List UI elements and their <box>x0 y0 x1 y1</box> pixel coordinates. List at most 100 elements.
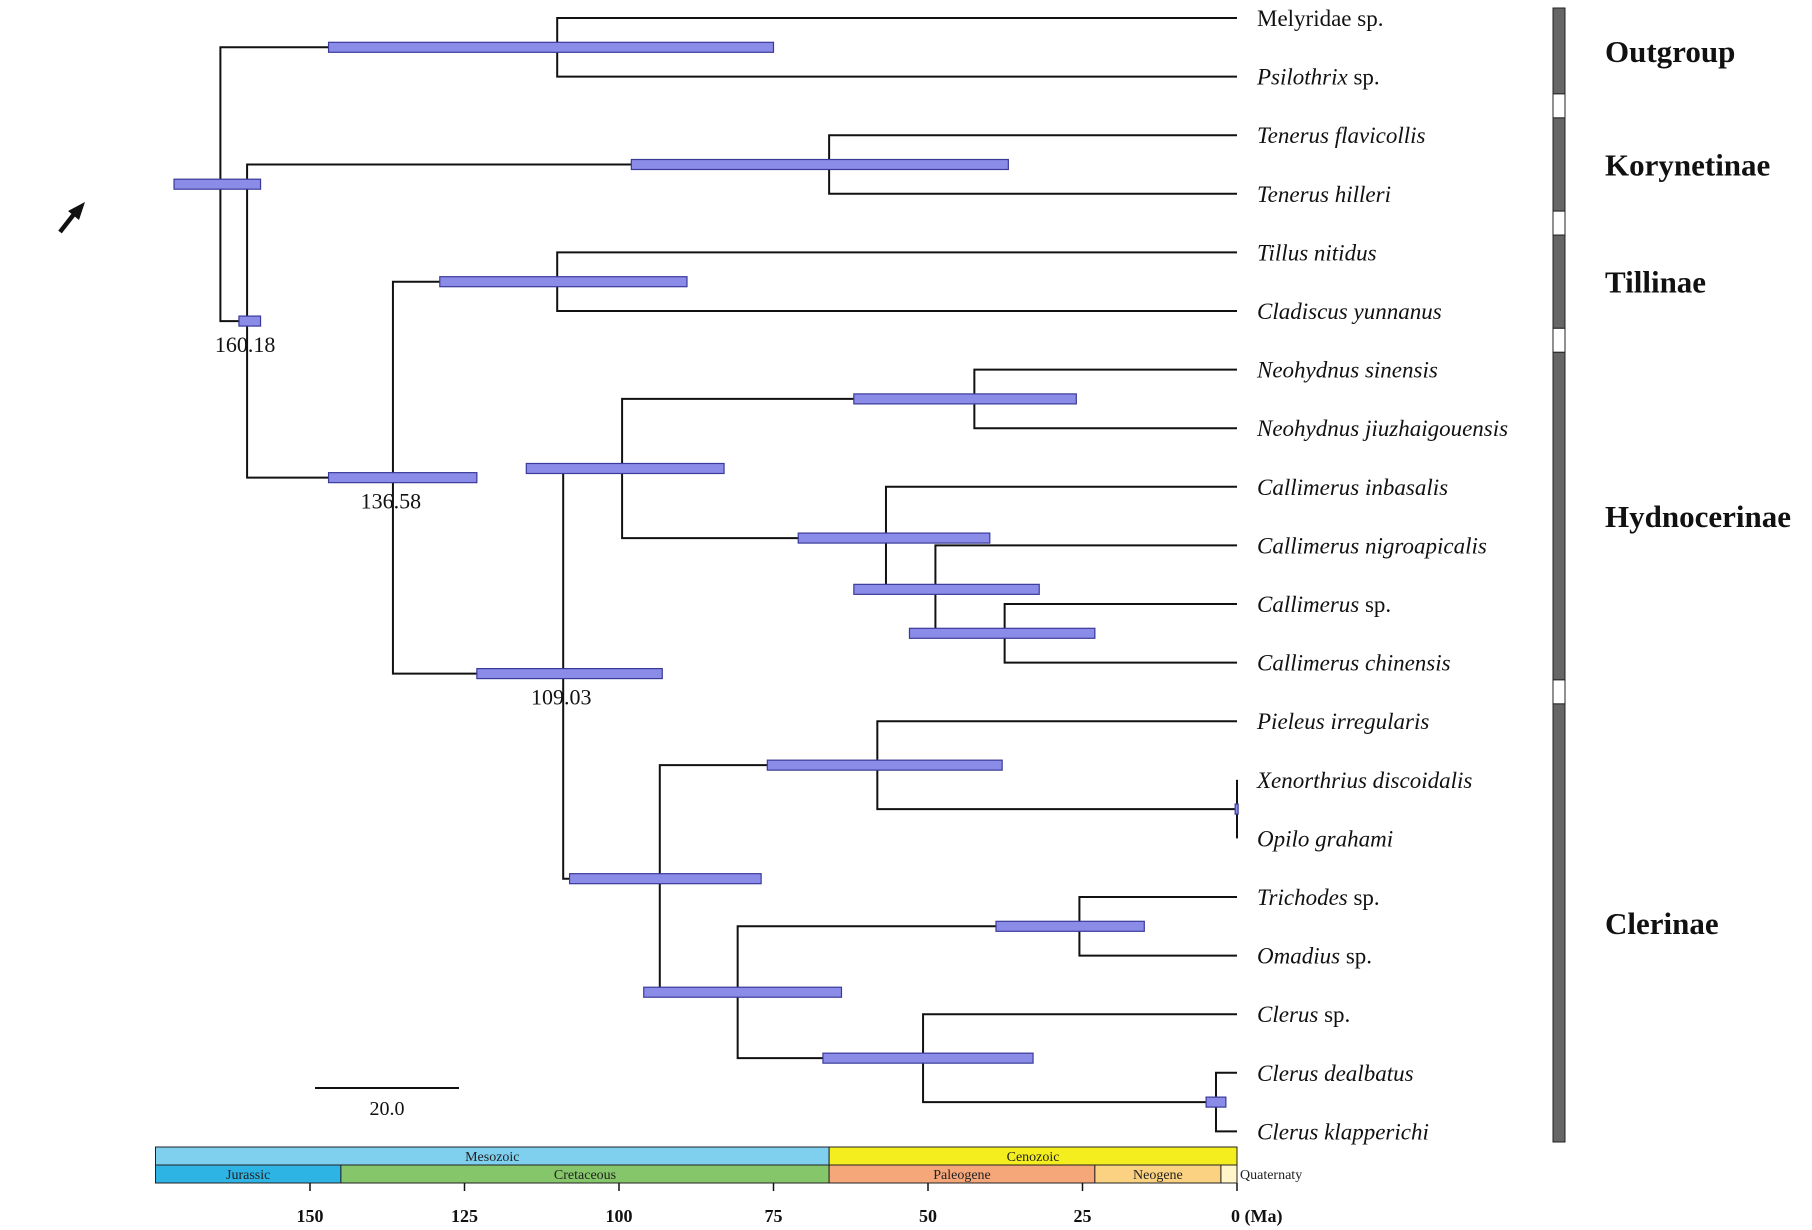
branch-n81-1 <box>736 992 924 1060</box>
node-age-label: 109.03 <box>531 685 592 710</box>
scale-bar-label: 20.0 <box>370 1098 405 1120</box>
branch-n109-0 <box>562 467 623 674</box>
taxon-label: Tillus nitidus <box>1257 240 1377 265</box>
root-arrow-icon <box>58 202 85 234</box>
taxon-genus: Clerus <box>1257 1119 1324 1144</box>
clade-bar <box>1552 7 1566 95</box>
taxon-epithet: sp. <box>1365 592 1391 617</box>
geologic-timescale: Mesozoic Cenozoic Jurassic Cretaceous Paleog… <box>155 1146 1302 1184</box>
taxon-epithet: flavicollis <box>1335 123 1426 148</box>
branch-kory-0 <box>828 134 1237 165</box>
taxon-genus: Tenerus <box>1257 182 1335 207</box>
hpd-bar-xen <box>1234 803 1239 815</box>
taxon-epithet: dealbatus <box>1324 1061 1413 1086</box>
branch-neo-0 <box>973 368 1237 399</box>
taxon-label: Trichodes sp. <box>1257 885 1380 910</box>
taxon-label: Clerus dealbatus <box>1257 1061 1414 1086</box>
taxon-genus: Neohydnus <box>1256 358 1365 383</box>
branch-cler-1 <box>658 878 738 994</box>
axis-tick-label: 25 <box>1074 1206 1092 1226</box>
branch-pie-1 <box>876 765 1237 811</box>
taxon-genus: Neohydnus <box>1256 416 1365 441</box>
axis-tick-label: 0 (Ma) <box>1231 1206 1282 1227</box>
taxon-label: Clerus sp. <box>1257 1002 1350 1027</box>
taxon-label: Melyridae sp. <box>1257 6 1383 31</box>
taxon-genus: Melyridae <box>1257 6 1357 31</box>
branch-cler-0 <box>658 764 878 879</box>
hpd-bar-tri <box>995 920 1145 932</box>
scale-bar: 20.0 <box>315 1087 459 1120</box>
axis-tick-label: 100 <box>606 1206 633 1226</box>
taxon-epithet: sp. <box>1353 885 1379 910</box>
taxon-label: Psilothrix sp. <box>1256 65 1380 90</box>
taxon-label: Callimerus sp. <box>1257 592 1391 617</box>
hpd-bar-n81 <box>643 986 843 998</box>
axis-tick-label: 125 <box>451 1206 478 1226</box>
period-label: Jurassic <box>226 1168 270 1183</box>
taxon-epithet: hilleri <box>1335 182 1391 207</box>
taxon-genus: Cladiscus <box>1257 299 1353 324</box>
period-band <box>1220 1164 1238 1184</box>
taxon-epithet: jiuzhaigouensis <box>1362 416 1508 441</box>
branch-pie-0 <box>876 720 1237 766</box>
time-axis: 150 125 100 75 50 25 0 (Ma) <box>297 1183 1282 1227</box>
taxon-genus: Callimerus <box>1257 475 1365 500</box>
clade-label: Outgroup <box>1605 34 1735 69</box>
taxon-epithet: sp. <box>1346 944 1372 969</box>
hpd-bar-cal3 <box>908 627 1096 639</box>
taxon-epithet: discoidalis <box>1373 768 1473 793</box>
taxon-label: Xenorthrius discoidalis <box>1256 768 1472 793</box>
clade-bar-gap <box>1552 327 1566 353</box>
hpd-bar-root <box>173 178 262 190</box>
taxon-epithet: sp. <box>1324 1002 1350 1027</box>
taxon-genus: Clerus <box>1257 1002 1324 1027</box>
hpd-bar-n109 <box>476 667 663 680</box>
taxon-label: Omadius sp. <box>1257 944 1372 969</box>
taxon-label: Neohydnus jiuzhaigouensis <box>1256 416 1508 441</box>
taxon-genus: Tillus <box>1257 240 1314 265</box>
hpd-bar-ingroup <box>238 315 262 327</box>
taxon-label: Tenerus hilleri <box>1257 182 1391 207</box>
branch-cal2-1 <box>934 589 1005 635</box>
taxon-label: Callimerus chinensis <box>1257 651 1451 676</box>
taxon-epithet: klapperichi <box>1324 1119 1429 1144</box>
branch-cal-1 <box>884 538 936 591</box>
taxon-label: Clerus klapperichi <box>1257 1119 1429 1144</box>
taxon-epithet: yunnanus <box>1351 299 1441 324</box>
taxon-epithet: sp. <box>1357 6 1383 31</box>
hpd-bar-hyd <box>525 462 725 475</box>
branch-clr2-1 <box>1214 1102 1237 1133</box>
branch-outgroup-1 <box>556 47 1237 78</box>
branch-neo-1 <box>973 398 1237 430</box>
node-age-label: 160.18 <box>215 332 276 357</box>
period-label: Cretaceous <box>554 1168 616 1183</box>
taxon-label: Pieleus irregularis <box>1256 709 1429 734</box>
branch-clr-1 <box>922 1058 1216 1104</box>
clade-bar <box>1552 351 1566 681</box>
clade-label: Korynetinae <box>1605 148 1770 183</box>
hpd-bar-n136 <box>327 472 478 484</box>
taxon-label: Callimerus nigroapicalis <box>1257 533 1487 558</box>
hpd-bar-pie <box>766 759 1003 771</box>
taxon-genus: Xenorthrius <box>1256 768 1373 793</box>
hpd-bar-cler <box>568 873 762 885</box>
taxon-genus: Callimerus <box>1257 651 1365 676</box>
hpd-bar-clr <box>822 1052 1034 1064</box>
branch-tri-1 <box>1078 926 1237 957</box>
clade-annotations: Outgroup Korynetinae Tillinae Hydnocerinae C… <box>1552 7 1791 1143</box>
branch-clr2-0 <box>1214 1071 1237 1103</box>
hpd-bar-clr2 <box>1205 1096 1227 1108</box>
period-label: Paleogene <box>933 1168 991 1183</box>
axis-tick-label: 50 <box>919 1206 937 1226</box>
clade-label: Tillinae <box>1605 265 1706 300</box>
branch-kory-1 <box>828 164 1237 195</box>
branch-cal3-1 <box>1003 633 1237 664</box>
clade-label: Clerinae <box>1605 906 1719 941</box>
taxon-genus: Trichodes <box>1257 885 1353 910</box>
taxon-label: Callimerus inbasalis <box>1257 475 1448 500</box>
taxon-label: Opilo grahami <box>1257 826 1393 851</box>
branch-tri-0 <box>1078 896 1237 927</box>
taxon-label: Cladiscus yunnanus <box>1257 299 1442 324</box>
branch-hyd-0 <box>621 397 975 469</box>
